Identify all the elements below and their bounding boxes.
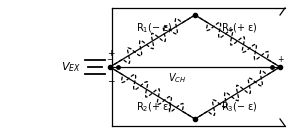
Text: R$_4$(+ ε): R$_4$(+ ε) — [221, 21, 258, 35]
Text: +: + — [107, 48, 115, 58]
Text: $V_{CH}$: $V_{CH}$ — [168, 71, 186, 85]
Text: $V_{EX}$: $V_{EX}$ — [61, 60, 81, 74]
Text: +: + — [277, 55, 283, 64]
Text: R$_2$(+ ε): R$_2$(+ ε) — [136, 101, 172, 114]
Text: R$_1$(− ε): R$_1$(− ε) — [136, 21, 172, 35]
Text: −: − — [107, 77, 115, 85]
Text: −: − — [107, 55, 113, 64]
Text: R$_3$(− ε): R$_3$(− ε) — [221, 101, 258, 114]
